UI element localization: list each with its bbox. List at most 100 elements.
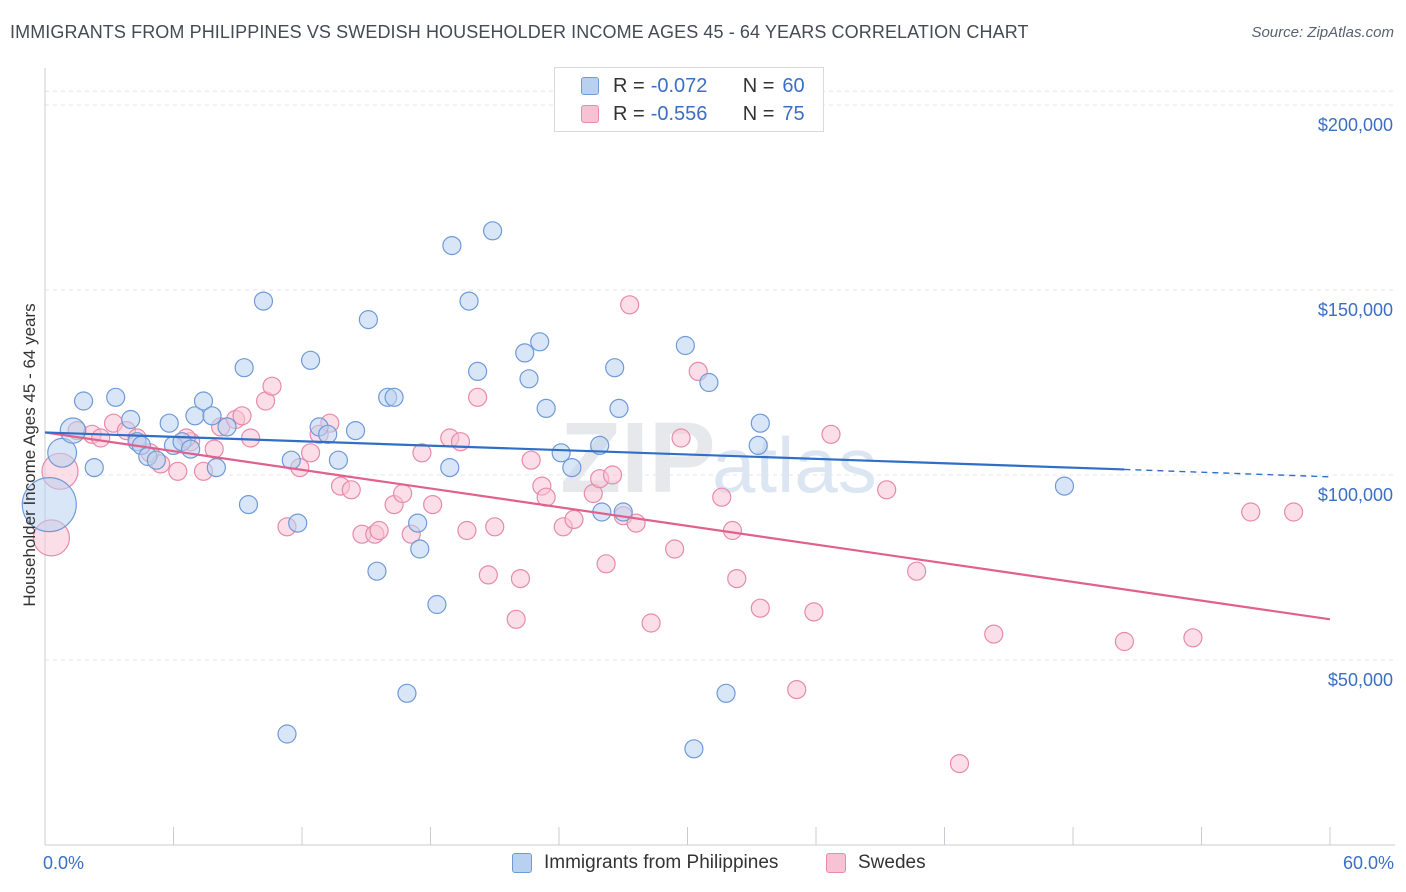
swedes-point — [620, 295, 640, 315]
philippines-point — [427, 594, 447, 615]
watermark-atlas: atlas — [712, 421, 877, 509]
swedes-point — [1114, 631, 1135, 652]
swedes-point — [393, 483, 413, 504]
swedes-point — [712, 487, 732, 507]
x-tick-label-max: 60.0% — [1343, 853, 1394, 873]
philippines-point — [519, 369, 539, 389]
philippines-point — [699, 372, 719, 393]
philippines-point — [217, 417, 237, 437]
swedes-point — [241, 428, 261, 448]
philippines-point — [328, 450, 349, 470]
swedes-point — [821, 424, 841, 444]
philippines-point — [684, 739, 704, 759]
y-tick-label: $50,000 — [1328, 670, 1393, 690]
swedes-point — [341, 480, 361, 500]
philippines-trend-extension — [1124, 468, 1331, 478]
legend-swatch-pink — [581, 105, 599, 123]
swedes-point — [262, 376, 282, 396]
philippines-point — [234, 358, 254, 378]
swedes-point — [877, 480, 897, 500]
philippines-point — [384, 387, 404, 407]
philippines-point — [47, 437, 78, 468]
philippines-point — [590, 435, 610, 455]
swedes-point — [300, 443, 321, 463]
philippines-point — [84, 458, 104, 478]
swedes-point — [787, 679, 807, 700]
legend-item-swedes[interactable]: Swedes — [826, 852, 926, 874]
n-value: 75 — [782, 102, 805, 125]
philippines-point — [206, 458, 226, 478]
watermark-zip: ZIP — [560, 402, 716, 514]
philippines-point — [459, 291, 479, 311]
n-label: N = — [742, 74, 775, 97]
x-tick-label-min: 0.0% — [43, 853, 84, 873]
philippines-point — [609, 398, 629, 418]
swedes-point — [506, 609, 526, 629]
philippines-point — [193, 391, 214, 411]
philippines-point — [562, 458, 582, 478]
philippines-trend-line — [44, 431, 1125, 471]
swedes-point — [468, 387, 488, 407]
y-tick-label: $200,000 — [1318, 115, 1393, 135]
swedes-point — [727, 568, 747, 589]
y-tick-label: $150,000 — [1318, 300, 1393, 320]
swedes-point — [564, 509, 584, 530]
swedes-point — [750, 598, 770, 618]
swedes-point — [984, 624, 1004, 644]
swedes-point — [91, 428, 111, 448]
philippines-point — [345, 421, 366, 441]
legend-swatch-blue — [581, 77, 599, 95]
swedes-point — [457, 520, 477, 541]
swedes-point — [232, 406, 252, 426]
philippines-point — [397, 683, 417, 703]
philippines-point — [159, 413, 179, 433]
correlation-legend: R = -0.072 N = 60 R = -0.556 N = 75 — [554, 67, 824, 132]
philippines-point — [536, 398, 556, 418]
philippines-point — [106, 387, 126, 407]
legend-item-philippines[interactable]: Immigrants from Philippines — [512, 852, 778, 874]
y-axis-title: Householder Income Ages 45 - 64 years — [20, 303, 39, 607]
philippines-points — [21, 221, 1075, 759]
swedes-point — [521, 450, 541, 470]
philippines-point — [358, 310, 378, 330]
philippines-point — [468, 361, 488, 381]
legend-label-swedes: Swedes — [858, 852, 926, 873]
philippines-point — [146, 450, 166, 470]
swedes-point — [485, 517, 505, 537]
swedes-point — [369, 520, 389, 541]
swedes-trend-line — [44, 431, 1331, 621]
philippines-point — [440, 458, 460, 478]
r-label: R = — [613, 102, 645, 125]
swedes-point — [1183, 628, 1203, 648]
r-value: -0.556 — [650, 102, 708, 125]
philippines-point — [300, 350, 321, 370]
r-label: R = — [613, 74, 645, 97]
legend-row-swedes: R = -0.556 N = 75 — [555, 100, 805, 128]
philippines-point — [1054, 476, 1075, 496]
philippines-point — [121, 409, 141, 430]
philippines-point — [408, 513, 428, 533]
philippines-point — [675, 335, 695, 356]
swedes-point — [949, 753, 970, 774]
r-value: -0.072 — [650, 74, 708, 97]
swedes-point — [596, 554, 616, 574]
y-tick-labels: $50,000 $100,000 $150,000 $200,000 — [1318, 115, 1393, 690]
philippines-point — [748, 435, 768, 455]
philippines-point — [605, 358, 625, 378]
swedes-point — [665, 539, 685, 559]
swedes-point — [641, 613, 661, 633]
philippines-point — [442, 236, 462, 256]
philippines-point — [515, 343, 535, 363]
swedes-point — [671, 428, 691, 448]
philippines-point — [483, 221, 503, 241]
legend-label-philippines: Immigrants from Philippines — [544, 852, 779, 873]
n-value: 60 — [782, 74, 805, 97]
philippines-point — [238, 495, 259, 515]
philippines-point — [410, 539, 430, 559]
chart-title: IMMIGRANTS FROM PHILIPPINES VS SWEDISH H… — [10, 22, 1029, 42]
philippines-point — [367, 561, 387, 581]
philippines-point — [288, 513, 308, 533]
legend-row-philippines: R = -0.072 N = 60 — [555, 72, 805, 100]
source-label: Source: ZipAtlas.com — [1251, 24, 1394, 41]
